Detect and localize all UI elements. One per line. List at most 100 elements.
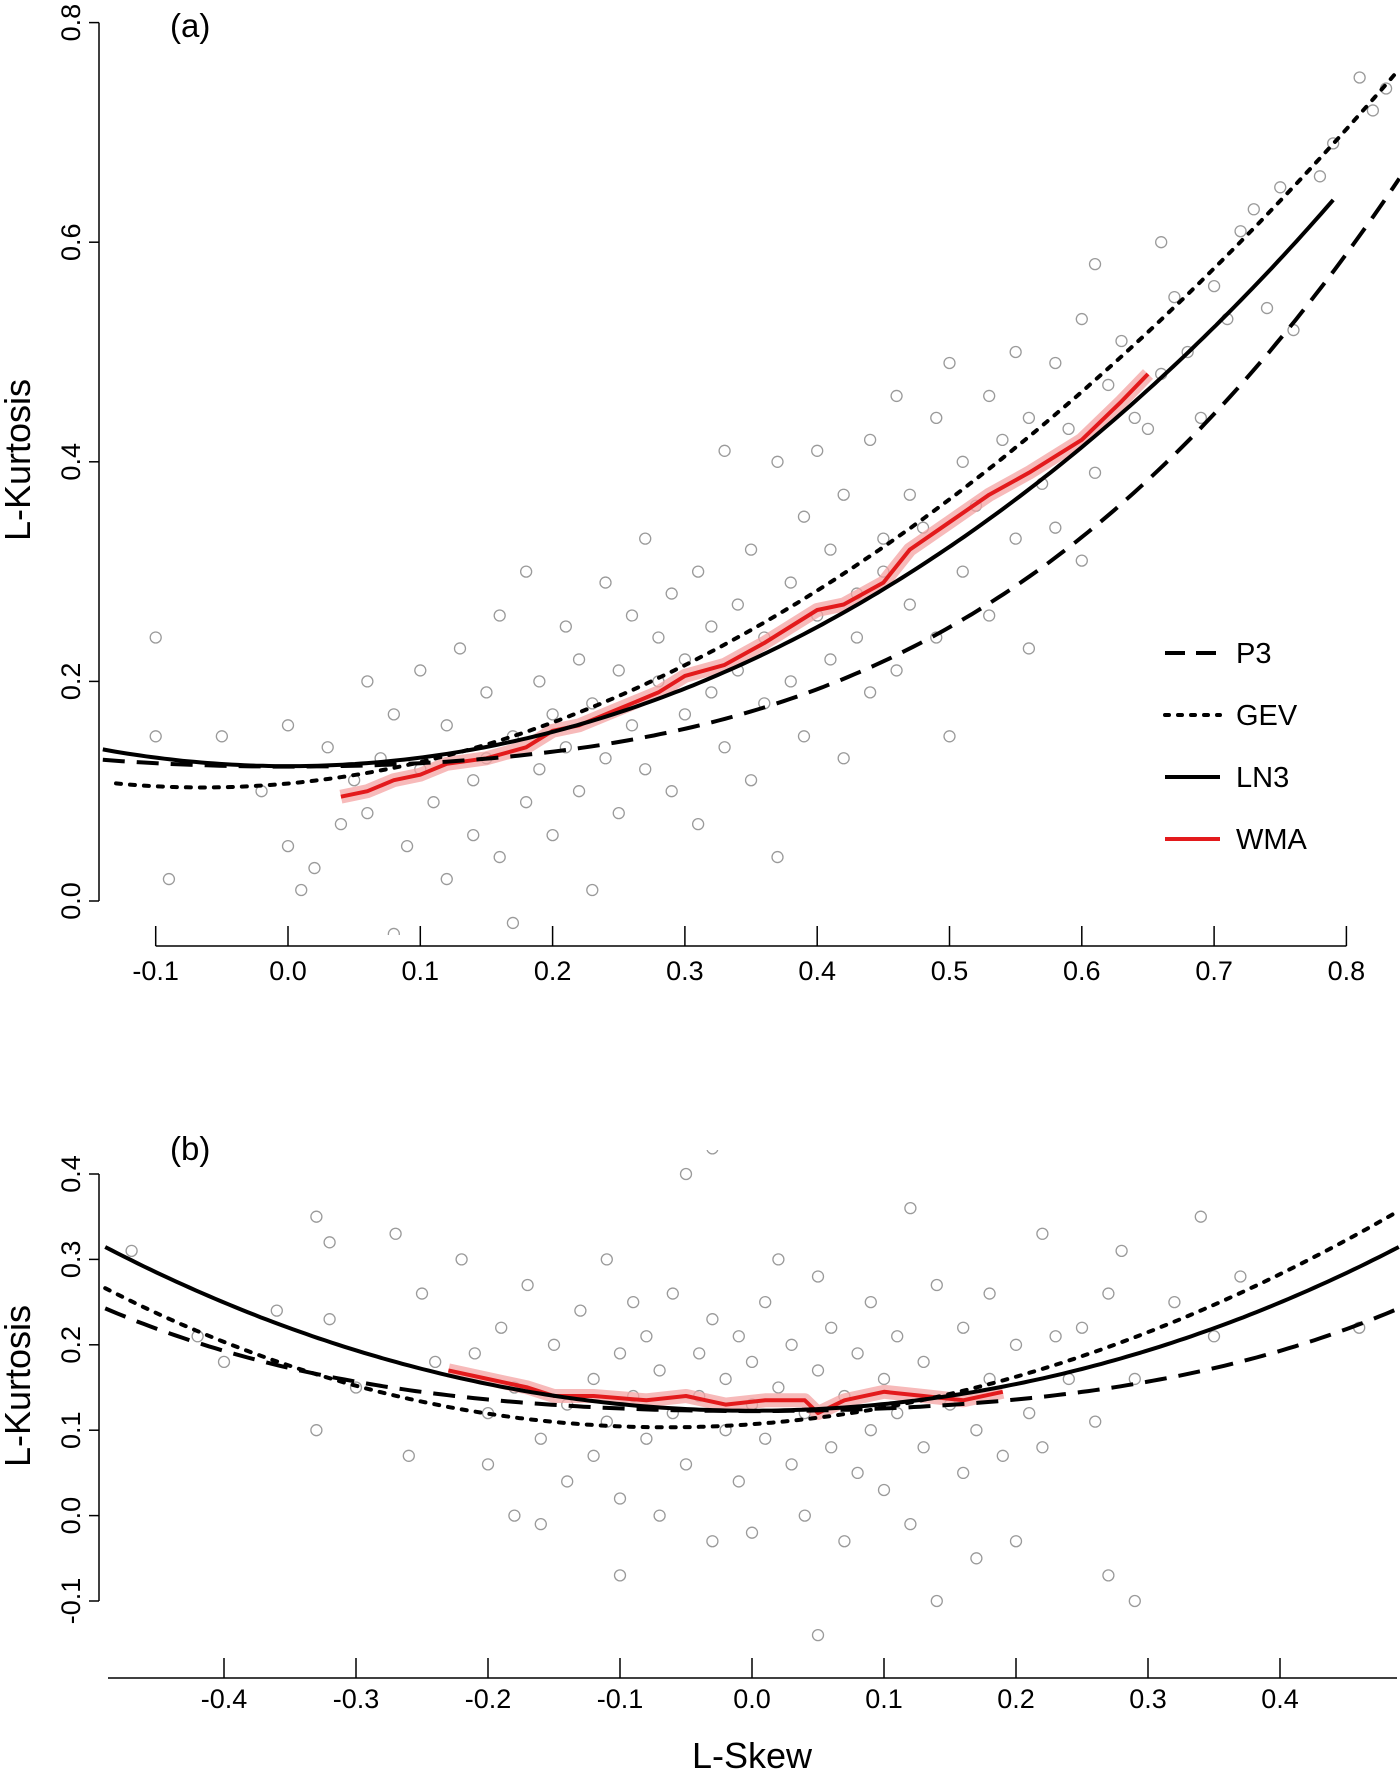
data-point [149,631,162,644]
p3-curve [102,177,1400,769]
data-point [561,1475,574,1488]
plot-area [102,67,1400,935]
data-point [1366,104,1380,117]
data-point [718,444,731,457]
data-point [691,817,705,831]
y-tick-label: 0.6 [56,223,86,261]
legend-label-gev: GEV [1236,700,1298,732]
data-point [546,828,559,842]
data-point [1088,466,1102,479]
y-tick-label: 0.2 [56,1326,86,1364]
data-point [1194,1210,1207,1223]
data-point [574,1304,587,1317]
data-point [429,1355,442,1369]
data-point [851,1347,864,1360]
data-point [1009,532,1022,545]
data-point [890,389,903,403]
data-point [467,774,480,787]
data-point [851,1466,864,1480]
x-tick-label: 0.1 [402,956,440,986]
data-point [784,675,797,688]
y-tick-label: 0.0 [56,882,86,920]
data-point [1022,642,1036,655]
x-tick-label: 0.8 [1328,956,1366,986]
data-point [811,444,824,457]
data-point [1234,1270,1247,1283]
x-tick-label: -0.4 [201,1684,248,1714]
data-point [691,565,705,578]
wma-line [340,372,1150,799]
data-point [1075,312,1088,326]
data-point [785,1458,798,1471]
data-point [387,708,400,721]
data-point [495,1321,508,1334]
data-point [706,1535,719,1548]
data-point [572,785,586,798]
data-point [587,1372,600,1386]
plot-area [103,1150,1400,1642]
data-point [719,1372,732,1386]
data-point [679,1458,693,1471]
data-point [640,1330,653,1343]
data-point [903,488,916,501]
y-axis-label-a: L-Kurtosis [0,379,38,541]
x-tick-label: 0.0 [733,1684,771,1714]
data-point [334,817,348,831]
data-point [480,686,493,699]
data-point [613,1347,627,1360]
y-tick-label: 0.4 [56,443,86,481]
data-point [1075,554,1088,567]
panel-a: 0.0 0.2 0.4 0.6 0.8 -0.1 0.0 0.1 0.2 0.3 0.4 0.5 0.6… [56,4,1400,986]
ln3-curve [104,1245,1400,1413]
data-point [943,730,956,743]
legend: P3 GEV LN3 WMA [1163,638,1308,856]
data-point [678,708,692,721]
x-tick-label: -0.1 [132,956,179,986]
data-point [863,433,877,446]
data-point [639,532,652,545]
panel-a-label: (a) [170,7,210,44]
y-tick-label: 0.0 [56,1497,86,1535]
data-point [310,1424,323,1437]
data-point [295,883,308,897]
data-point [559,741,572,754]
data-point [1260,301,1274,315]
data-point [838,1535,851,1548]
data-point [693,1347,706,1360]
data-point [125,1244,138,1258]
data-point [891,1330,904,1343]
data-point [797,730,811,743]
data-point [521,1278,534,1292]
data-point [506,916,520,930]
data-point [323,1236,336,1249]
data-point [824,653,837,666]
gev-curve [114,67,1400,790]
data-point [493,850,506,864]
data-point [625,609,639,622]
data-point [559,620,572,633]
data-point [904,1517,917,1531]
data-point [281,839,295,853]
data-point [400,839,414,853]
data-point [217,1355,231,1369]
ln3-curve [102,198,1335,769]
data-point [599,576,612,589]
data-point [864,1424,877,1437]
x-tick-label: 0.3 [666,956,704,986]
data-point [983,389,996,403]
data-point [679,1167,693,1181]
data-point [1128,411,1141,425]
data-point [811,1629,825,1642]
x-tick-label: 0.2 [997,1684,1035,1714]
data-point [533,763,546,776]
data-point [772,1253,785,1266]
data-point [1036,1227,1049,1240]
data-point [1062,422,1075,436]
data-point [1194,411,1208,425]
data-point [983,609,996,622]
data-point [705,620,718,633]
data-point [414,664,427,677]
data-point [666,1287,679,1300]
data-point [1327,137,1340,150]
